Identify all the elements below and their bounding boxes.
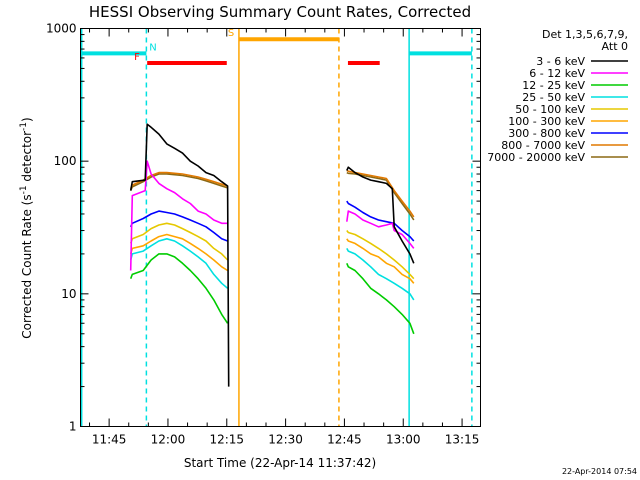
legend-header-line-2: Att 0	[602, 40, 628, 53]
legend-header-line-1: Det 1,3,5,6,7,9,	[542, 28, 628, 41]
series-group	[129, 123, 415, 387]
chart-title: HESSI Observing Summary Count Rates, Cor…	[89, 3, 471, 21]
y-axis: 1 10 100 1000	[46, 22, 481, 434]
y-axis-label-sup-1: -1	[19, 185, 29, 194]
series-line-3	[129, 253, 415, 335]
series-line-4	[129, 238, 415, 301]
x-axis: 11:45 12:00 12:15 12:30 12:45 13:00 13:15	[89, 28, 480, 447]
series-line-1	[129, 123, 415, 387]
flag-marker-f: F	[134, 52, 140, 63]
legend-label-4: 25 - 50 keV	[522, 91, 585, 104]
y-axis-label-mid: detector	[20, 131, 34, 186]
flag-marker-s: S	[228, 28, 234, 39]
y-axis-label-tail: )	[20, 117, 34, 122]
y-axis-label-sup-2: -1	[19, 122, 29, 131]
series-line-7	[129, 200, 415, 242]
x-tick-label-5: 12:45	[327, 433, 362, 447]
legend-label-6: 100 - 300 keV	[508, 115, 585, 128]
generation-timestamp: 22-Apr-2014 07:54	[562, 467, 637, 476]
y-tick-label-2: 10	[61, 287, 76, 301]
series-line-2	[129, 160, 415, 271]
flag-marker-n: N	[149, 42, 156, 53]
x-axis-label: Start Time (22-Apr-14 11:37:42)	[184, 456, 376, 470]
y-axis-label: Corrected Count Rate (s-1 detector-1)	[19, 117, 34, 338]
x-tick-label-2: 12:00	[151, 433, 186, 447]
legend-label-7: 300 - 800 keV	[508, 127, 585, 140]
legend-label-2: 6 - 12 keV	[529, 67, 585, 80]
x-tick-label-6: 13:00	[386, 433, 421, 447]
plot-area: NF S	[80, 28, 473, 427]
x-tick-label-3: 12:15	[209, 433, 244, 447]
legend-label-9: 7000 - 20000 keV	[487, 151, 585, 164]
series-line-6	[129, 233, 415, 284]
y-axis-label-main: Corrected Count Rate (s	[20, 194, 34, 338]
y-tick-label-3: 100	[54, 154, 77, 168]
plot-frame	[80, 28, 481, 427]
y-tick-label-4: 1000	[46, 22, 77, 36]
y-tick-label-1: 1	[69, 420, 77, 434]
legend-label-3: 12 - 25 keV	[522, 79, 585, 92]
series-line-5	[129, 222, 415, 280]
legend-label-1: 3 - 6 keV	[536, 55, 585, 68]
x-tick-label-4: 12:30	[268, 433, 303, 447]
x-tick-label-1: 11:45	[92, 433, 127, 447]
legend-label-5: 50 - 100 keV	[515, 103, 585, 116]
x-tick-label-7: 13:15	[445, 433, 480, 447]
legend-label-8: 800 - 7000 keV	[501, 139, 585, 152]
